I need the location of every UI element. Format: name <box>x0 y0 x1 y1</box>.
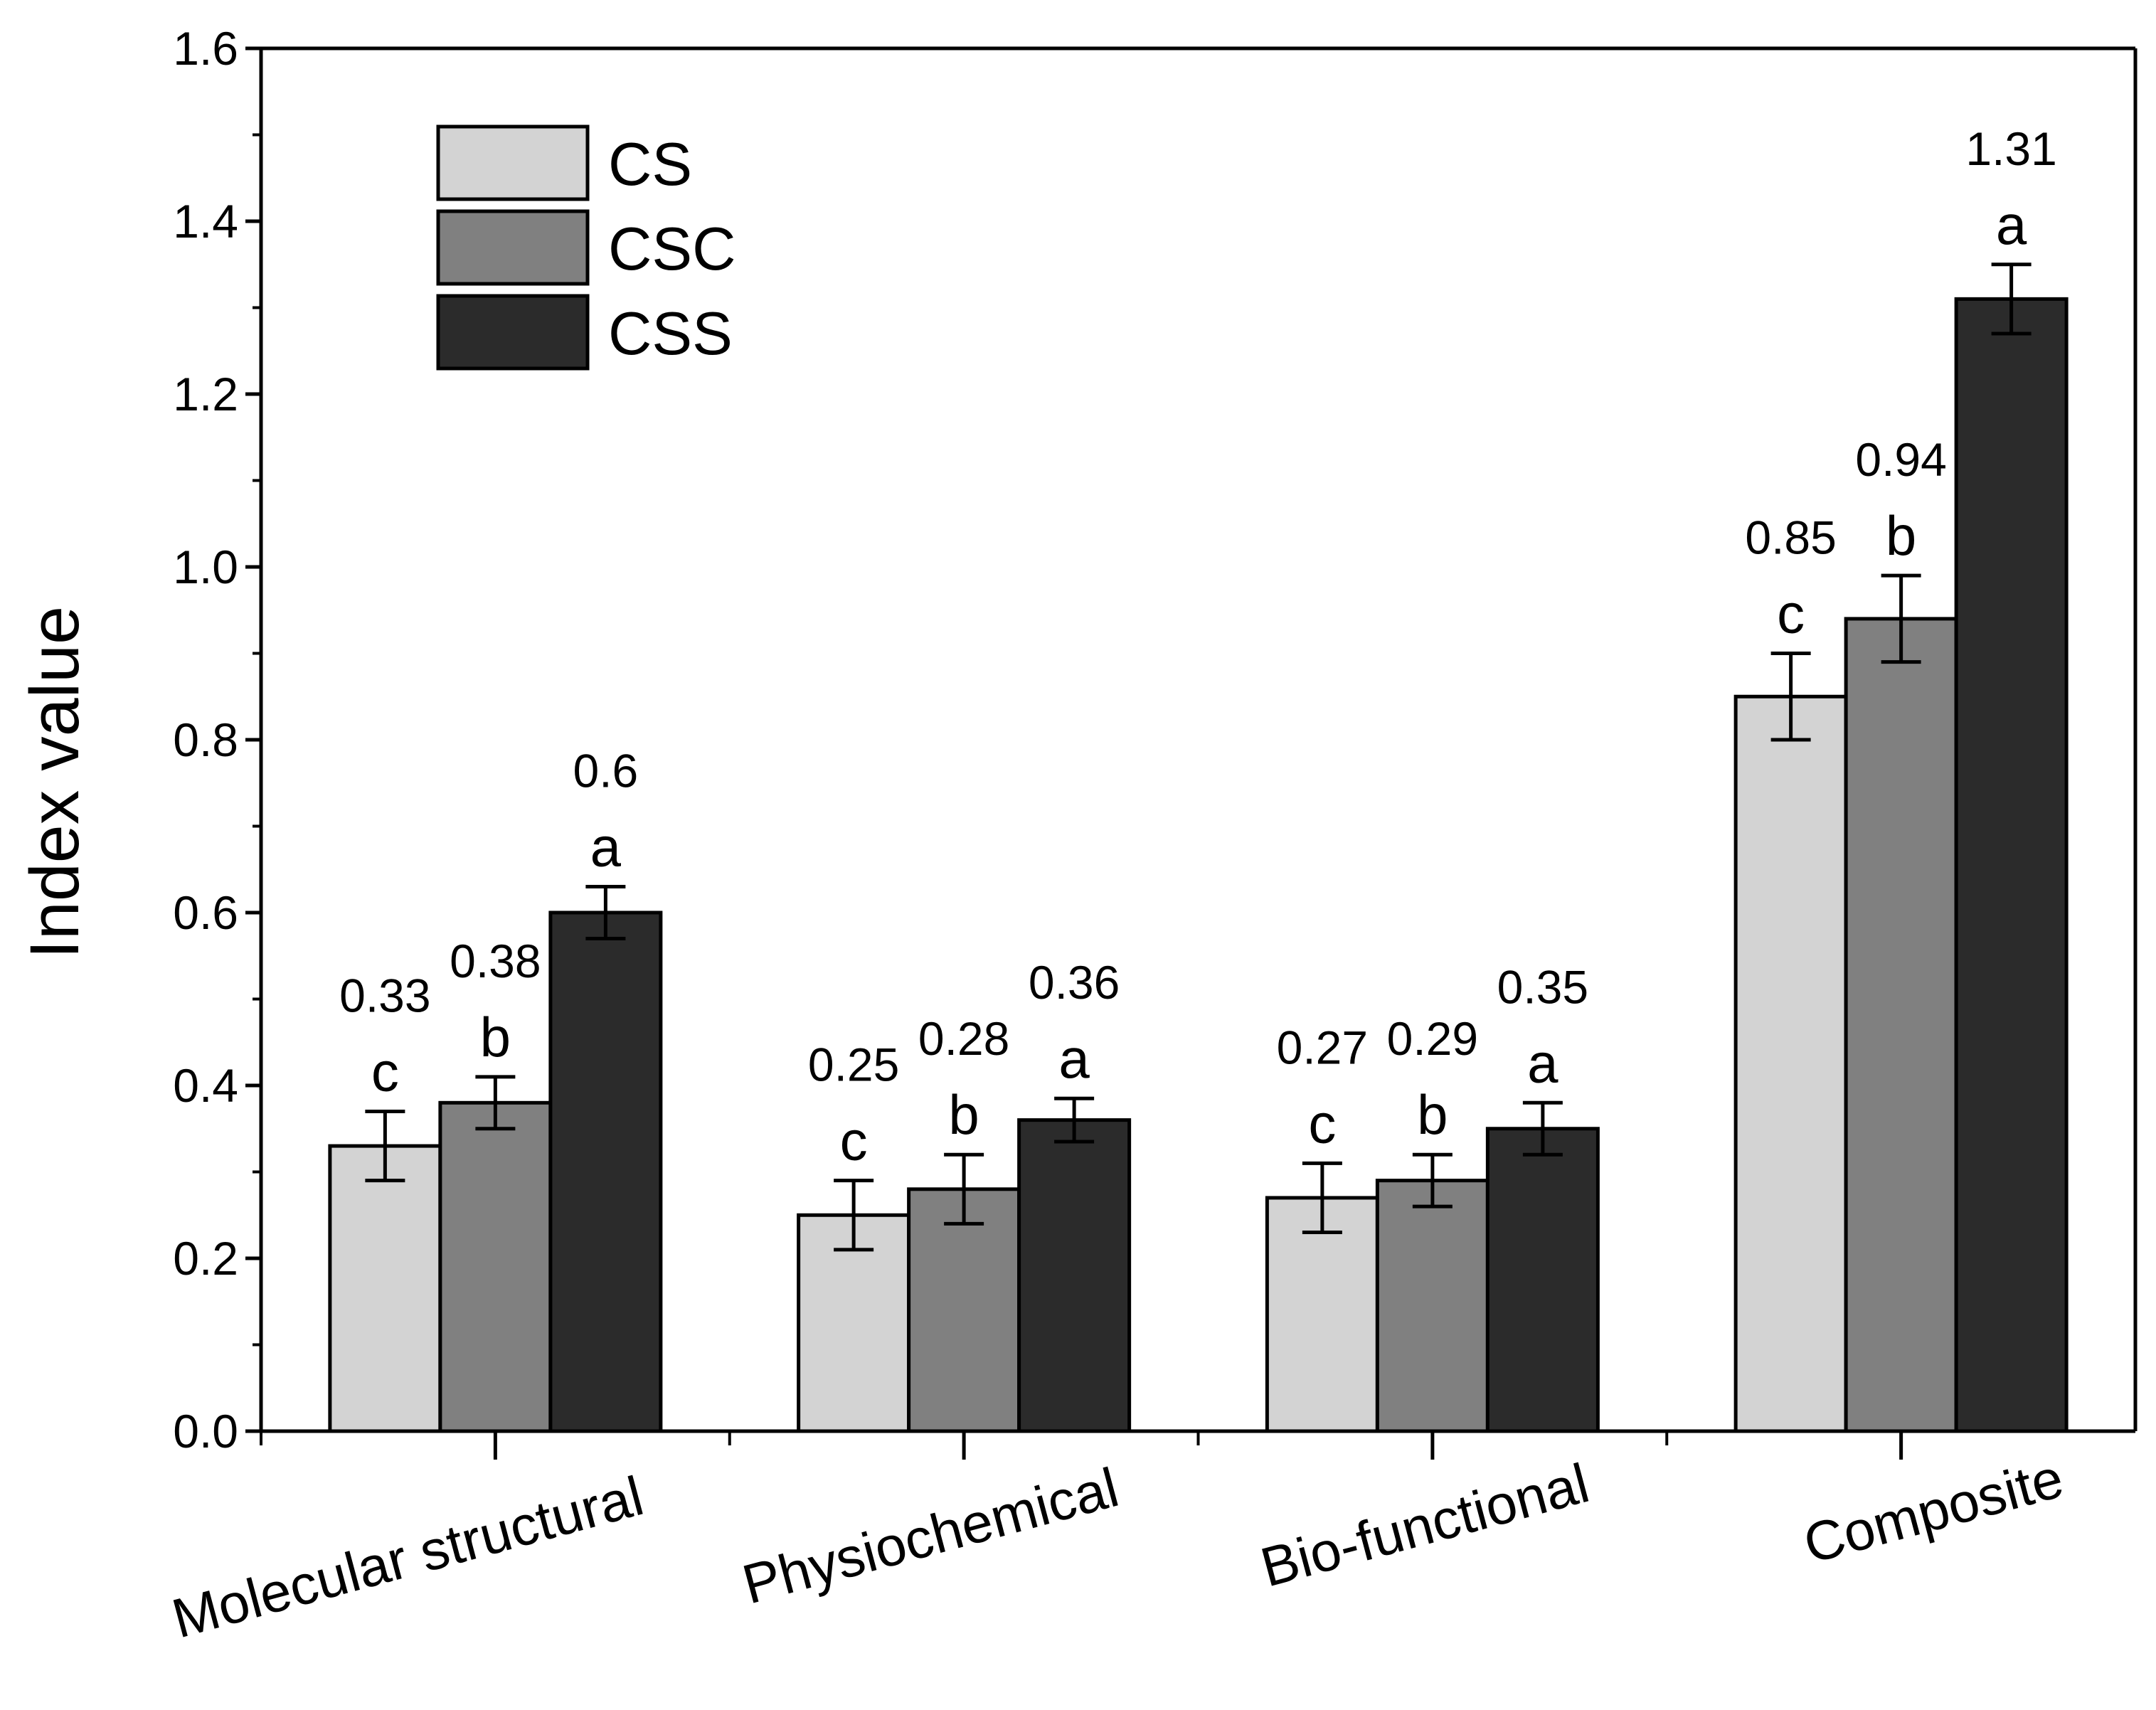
significance-letter: b <box>1886 504 1916 567</box>
data-label: 0.29 <box>1387 1012 1478 1065</box>
bar-cs <box>1733 694 1848 1433</box>
bar-css <box>1017 1118 1132 1433</box>
y-tick-label: 1.0 <box>173 541 238 593</box>
legend-swatch-cs <box>436 124 590 201</box>
significance-letter: c <box>371 1040 399 1103</box>
y-tick-label: 0.2 <box>173 1232 238 1285</box>
data-label: 1.31 <box>1965 122 2056 175</box>
data-label: 0.94 <box>1855 433 1946 486</box>
data-label: 0.36 <box>1029 956 1120 1009</box>
data-label: 0.38 <box>450 935 541 987</box>
y-tick-label: 0.4 <box>173 1059 238 1112</box>
significance-letter: c <box>1308 1092 1336 1154</box>
significance-letter: c <box>1777 583 1805 645</box>
y-tick-label: 1.6 <box>173 22 238 75</box>
bar-csc <box>1844 617 1958 1433</box>
bar-csc <box>907 1187 1021 1433</box>
y-axis-label: Index value <box>16 606 93 959</box>
significance-letter: a <box>590 816 622 878</box>
bar-css <box>548 910 663 1433</box>
legend-label: CSS <box>608 300 733 368</box>
significance-letter: b <box>1417 1083 1448 1146</box>
bar-cs <box>328 1144 442 1433</box>
legend-label: CSC <box>608 216 736 283</box>
data-label: 0.35 <box>1497 960 1588 1013</box>
x-tick-label: Bio-functional <box>1254 1451 1595 1598</box>
legend-label: CS <box>608 131 692 198</box>
significance-letter: b <box>480 1006 511 1068</box>
y-tick-label: 0.6 <box>173 886 238 939</box>
x-tick-label: Molecular structural <box>166 1464 649 1650</box>
data-label: 0.27 <box>1277 1021 1368 1073</box>
significance-letter: a <box>1058 1027 1090 1090</box>
y-tick-label: 0.0 <box>173 1405 238 1457</box>
bar-csc <box>1375 1179 1489 1433</box>
y-tick-label: 1.2 <box>173 368 238 420</box>
significance-letter: b <box>948 1083 979 1146</box>
significance-letter: a <box>1996 193 2027 256</box>
data-label: 0.25 <box>808 1039 899 1091</box>
y-tick-label: 0.8 <box>173 713 238 766</box>
y-tick-label: 1.4 <box>173 195 238 248</box>
x-tick-label: Composite <box>1797 1446 2070 1575</box>
significance-letter: c <box>840 1110 868 1172</box>
data-label: 0.33 <box>339 969 430 1021</box>
bar-csc <box>438 1100 553 1433</box>
legend-swatch-csc <box>436 209 590 286</box>
significance-letter: a <box>1527 1031 1558 1094</box>
legend-swatch-css <box>436 294 590 371</box>
bar-css <box>1954 297 2069 1433</box>
data-label: 0.6 <box>573 745 639 797</box>
data-label: 0.28 <box>918 1012 1009 1065</box>
x-tick-label: Physiochemical <box>736 1455 1125 1615</box>
data-label: 0.85 <box>1745 511 1836 564</box>
bar-css <box>1485 1127 1600 1433</box>
